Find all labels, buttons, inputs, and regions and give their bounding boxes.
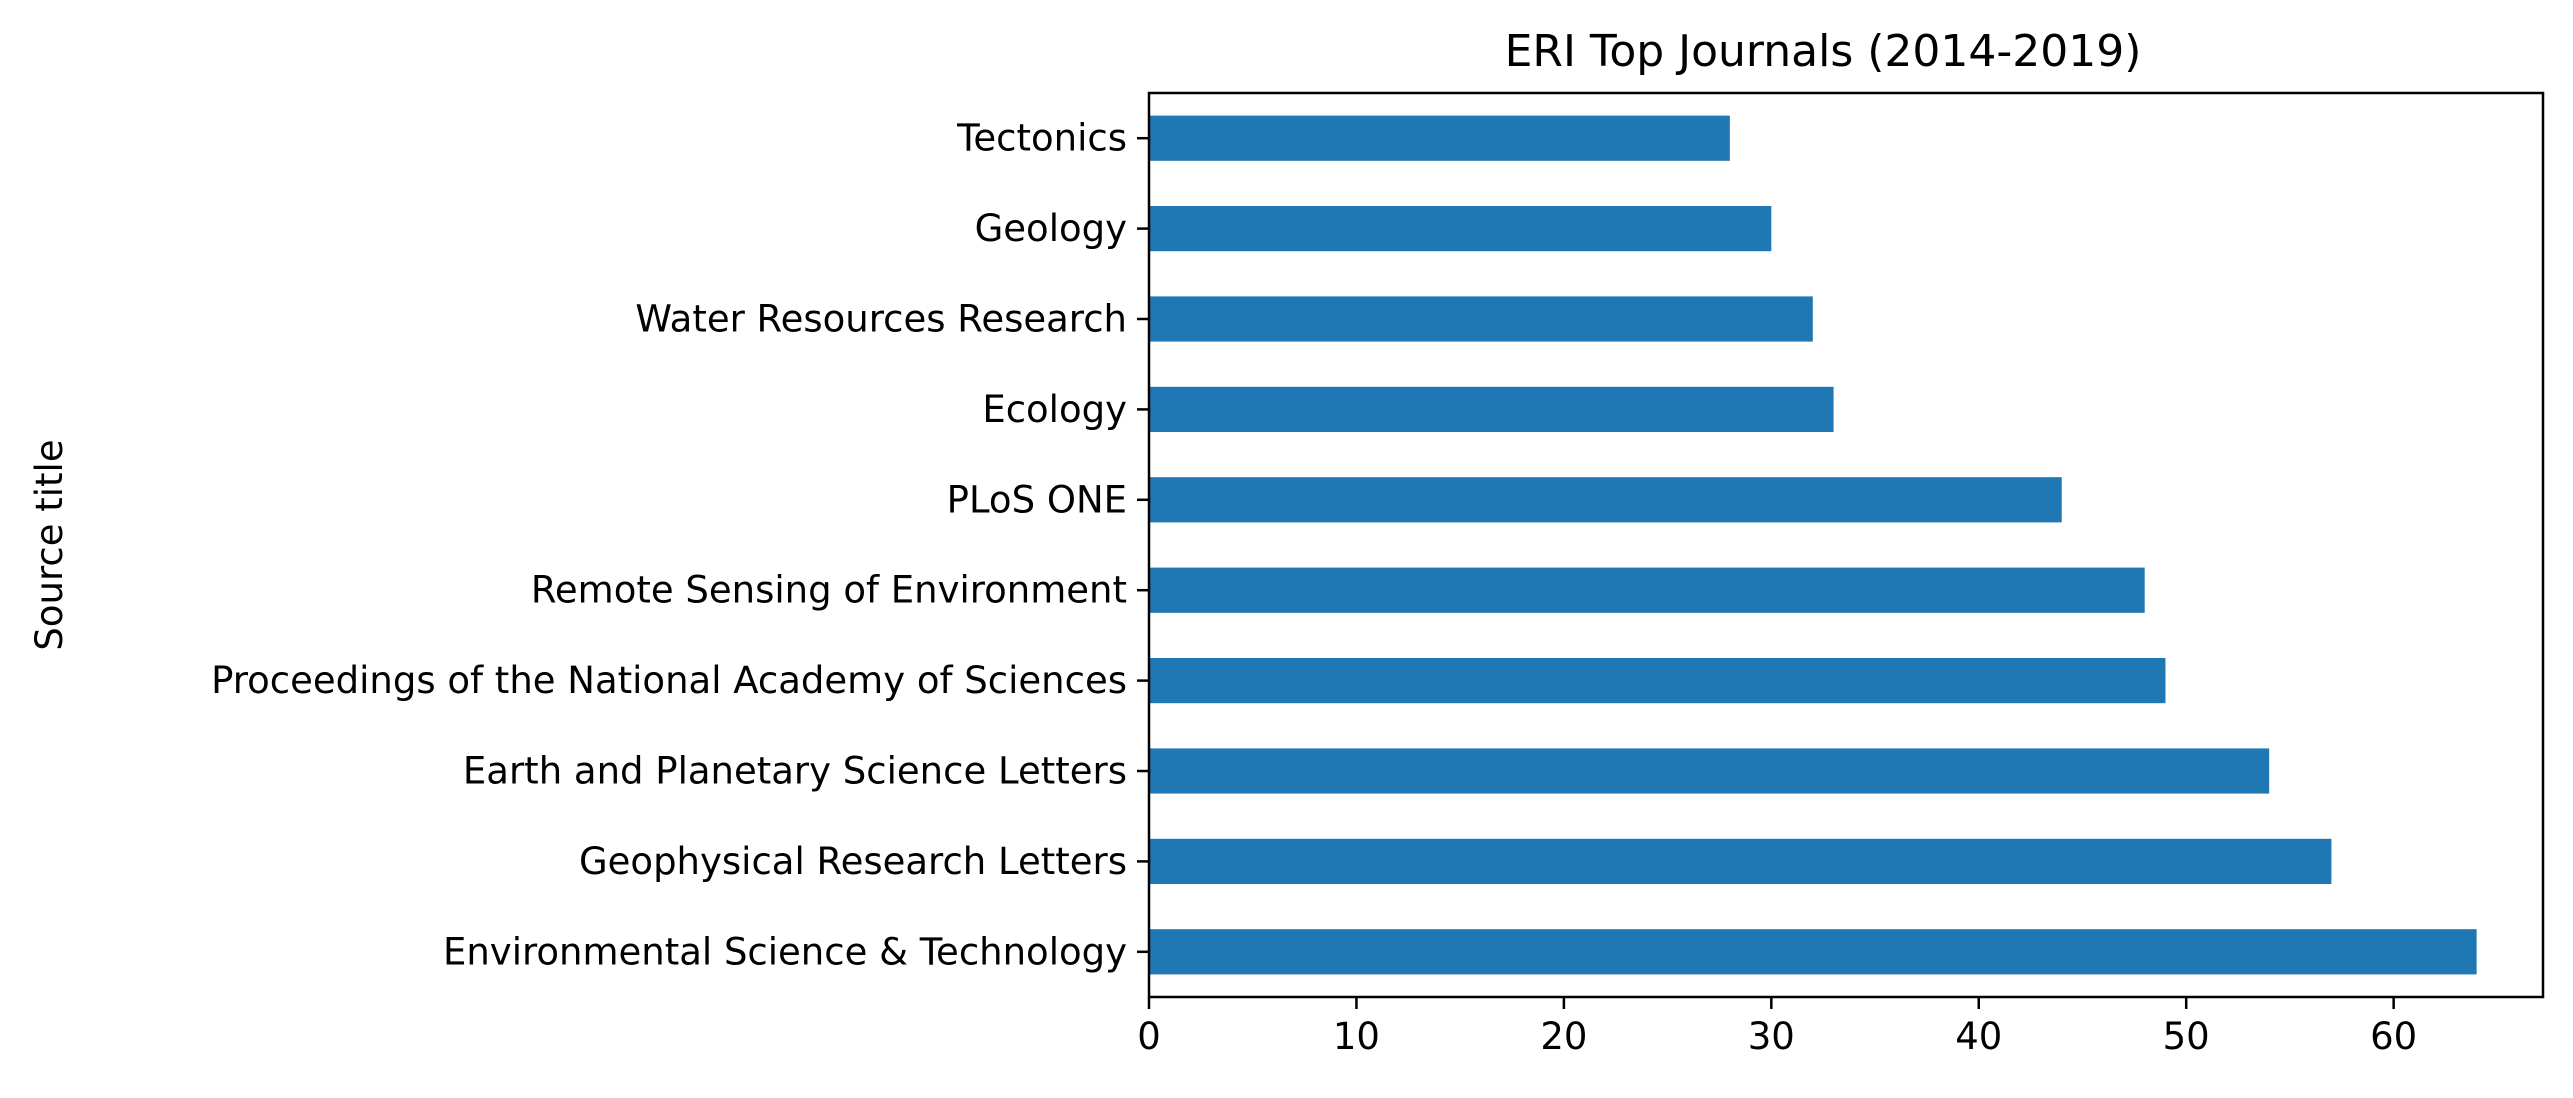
y-axis-label: Source title — [28, 439, 71, 650]
y-tick-label: Earth and Planetary Science Letters — [463, 750, 1127, 793]
x-tick-label: 30 — [1748, 1015, 1795, 1058]
bar — [1149, 386, 1834, 432]
x-tick-label: 60 — [2370, 1015, 2417, 1058]
x-tick-label: 10 — [1333, 1015, 1380, 1058]
ticks-group: Environmental Science & Technology Geophy… — [211, 117, 2417, 1058]
y-tick-label: Environmental Science & Technology — [443, 930, 1127, 973]
y-tick-label: PLoS ONE — [947, 478, 1127, 521]
bar — [1149, 838, 2332, 884]
bar — [1149, 929, 2477, 975]
bar — [1149, 115, 1730, 161]
plot-frame — [1147, 91, 2545, 999]
bar — [1149, 658, 2166, 704]
y-tick-label: Remote Sensing of Environment — [531, 569, 1127, 612]
x-tick-label: 50 — [2163, 1015, 2210, 1058]
bar — [1149, 748, 2270, 794]
y-tick-label: Geophysical Research Letters — [579, 840, 1127, 883]
bar — [1149, 296, 1813, 342]
bars-group — [1149, 115, 2477, 975]
bar — [1149, 477, 2062, 523]
x-tick-label: 0 — [1137, 1015, 1161, 1058]
y-tick-label: Proceedings of the National Academy of S… — [211, 659, 1127, 702]
bar — [1149, 206, 1772, 252]
chart-title: ERI Top Journals (2014-2019) — [1505, 26, 2142, 77]
y-tick-label: Water Resources Research — [635, 298, 1127, 341]
y-tick-label: Tectonics — [956, 117, 1127, 160]
bar — [1149, 567, 2145, 613]
y-tick-label: Ecology — [982, 388, 1127, 431]
x-tick-label: 40 — [1955, 1015, 2002, 1058]
x-tick-label: 20 — [1540, 1015, 1587, 1058]
y-tick-label: Geology — [975, 207, 1127, 250]
